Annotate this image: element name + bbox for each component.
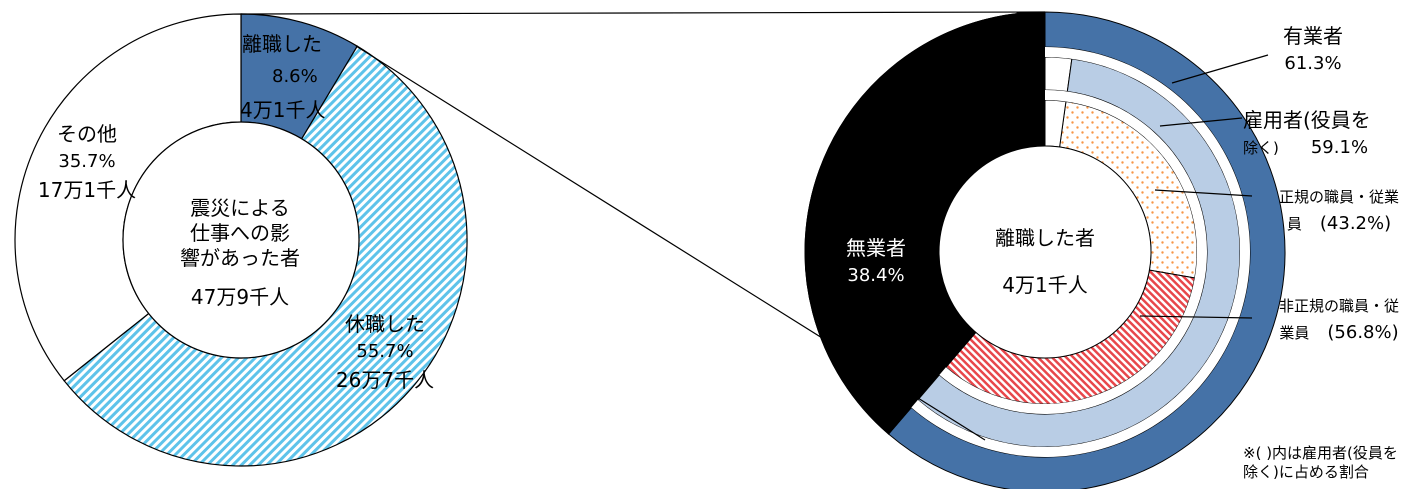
right-center-label-text: 離職した者: [995, 226, 1095, 250]
slice-percent-yugyosha: 61.3%: [1284, 53, 1342, 74]
left-center-label: 震災による 仕事への影 響があった者 47万9千人: [150, 196, 330, 310]
left-center-label-line-2: 仕事への影: [190, 221, 290, 245]
right-donut-chart: [804, 11, 1286, 489]
left-center-label-line-3: 響があった者: [180, 246, 300, 270]
left-donut-hole: [122, 121, 360, 359]
slice-label-sonota: その他 35.7% 17万1千人: [22, 122, 152, 203]
slice-label-hiseiki: 非正規の職員・従 業員 (56.8%): [1255, 297, 1423, 344]
slice-percent-sonota: 35.7%: [58, 151, 116, 172]
footnote-line-1: ※( )内は雇用者(役員を: [1243, 444, 1398, 462]
connector-lines: [240, 11, 1269, 441]
slice-percent-seiki: (43.2%): [1319, 212, 1392, 234]
leader-yugyosha: [1171, 54, 1269, 84]
slice-percent-mugyosha: 38.4%: [847, 265, 905, 286]
zoom-line-top: [240, 11, 1046, 15]
slice-label-mugyosha: 無業者 38.4%: [826, 236, 926, 288]
leader-seiki: [1154, 189, 1253, 197]
slice-name-sonota: その他: [57, 122, 117, 146]
slice-percent-rishoku: 8.6%: [272, 66, 318, 87]
slice-name-seiki-line-1: 正規の職員・従業: [1278, 188, 1399, 206]
slice-label-kyushoku: 休職した 55.7% 26万7千人: [320, 312, 450, 393]
left-center-total: 47万9千人: [190, 285, 290, 309]
slice-label-rishoku: 離職した: [242, 32, 322, 57]
slice-percent-hiseiki: (56.8%): [1327, 321, 1399, 343]
slice-label-seiki: 正規の職員・従業 員 (43.2%): [1255, 188, 1423, 235]
slice-name-kyushoku: 休職した: [345, 312, 425, 336]
slice-name-koyosha-line-1: 雇用者(役員を: [1243, 108, 1371, 132]
slice-name-yugyosha: 有業者: [1283, 24, 1343, 48]
slice-name-hiseiki-line-1: 非正規の職員・従: [1278, 297, 1399, 315]
zoom-line-bottom: [355, 45, 986, 441]
slice-name-rishoku: 離職した: [242, 32, 322, 56]
slice-name-koyosha-line-2: 除く): [1243, 139, 1279, 157]
slice-label-yugyosha: 有業者 61.3%: [1258, 24, 1368, 76]
left-donut-chart: [14, 13, 468, 467]
left-center-label-line-1: 震災による: [190, 196, 290, 220]
slice-percent-koyosha: 59.1%: [1310, 137, 1369, 158]
slice-count-kyushoku: 26万7千人: [335, 367, 435, 392]
leader-hiseiki: [1139, 315, 1253, 319]
slice-name-mugyosha: 無業者: [846, 236, 906, 260]
right-center-label: 離職した者 4万1千人: [960, 226, 1130, 298]
leader-koyosha: [1159, 117, 1243, 127]
slice-name-hiseiki-line-2: 業員: [1279, 323, 1310, 342]
right-center-total: 4万1千人: [1002, 273, 1088, 297]
slice-label-koyosha: 雇用者(役員を 除く) 59.1%: [1243, 108, 1371, 160]
footnote-line-2: 除く)に占める割合: [1243, 462, 1369, 481]
slice-count-sonota: 17万1千人: [37, 177, 137, 202]
slice-count-rishoku: 4万1千人: [240, 98, 326, 122]
slice-percent-kyushoku: 55.7%: [356, 341, 414, 362]
footnote: ※( )内は雇用者(役員を 除く)に占める割合: [1243, 444, 1398, 482]
slice-name-seiki-line-2: 員: [1286, 214, 1302, 233]
right-donut-hole: [938, 145, 1152, 359]
